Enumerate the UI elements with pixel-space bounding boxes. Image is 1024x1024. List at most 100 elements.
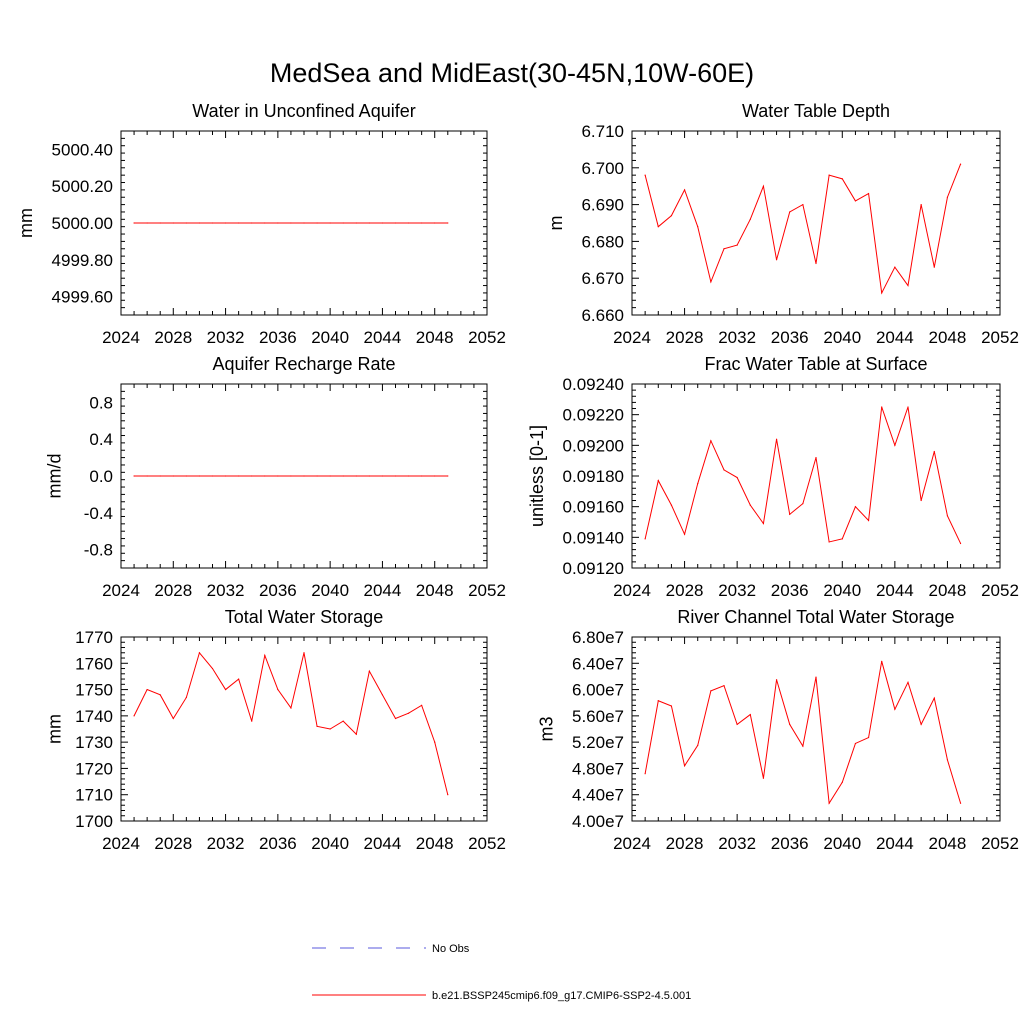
y-tick-label: 0.8: [89, 393, 113, 412]
data-point: [394, 717, 397, 720]
data-point: [789, 513, 791, 515]
data-point: [946, 515, 949, 517]
data-point: [421, 222, 423, 224]
data-point: [657, 226, 659, 228]
x-tick-label: 2028: [154, 328, 192, 347]
x-tick-label: 2032: [718, 328, 756, 347]
data-point: [185, 696, 187, 699]
panel-title: River Channel Total Water Storage: [677, 607, 954, 627]
x-tick-label: 2024: [613, 834, 651, 853]
data-point: [841, 538, 843, 540]
y-tick-label: 6.80e7: [572, 628, 624, 647]
y-tick-label: 6.690: [581, 196, 624, 215]
y-tick-label: 1770: [75, 628, 113, 647]
data-point: [920, 499, 922, 502]
y-tick-label: 5000.00: [52, 214, 113, 233]
y-tick-label: 0.0: [89, 467, 113, 486]
y-axis-label: mm: [45, 714, 65, 744]
x-tick-label: 2024: [102, 581, 140, 600]
x-tick-label: 2048: [929, 328, 967, 347]
data-point: [355, 475, 357, 477]
x-tick-label: 2044: [876, 328, 914, 347]
data-point: [407, 712, 410, 714]
data-point: [670, 215, 673, 217]
y-tick-label: 0.09140: [563, 528, 624, 547]
y-tick-label: 6.670: [581, 269, 624, 288]
x-tick-label: 2052: [981, 581, 1019, 600]
data-point: [775, 259, 778, 261]
panel-title: Aquifer Recharge Rate: [212, 354, 395, 374]
x-tick-label: 2044: [364, 328, 402, 347]
data-point: [710, 281, 712, 283]
data-point: [933, 266, 935, 268]
legend-item-no-obs: No Obs: [312, 943, 470, 955]
data-point: [697, 226, 699, 228]
x-tick-label: 2032: [207, 328, 245, 347]
data-point: [303, 475, 305, 477]
data-point: [775, 438, 778, 440]
data-point: [172, 717, 174, 720]
data-point: [185, 475, 187, 477]
data-point: [657, 480, 659, 482]
x-tick-label: 2048: [416, 581, 454, 600]
data-point: [211, 222, 214, 224]
data-point: [881, 406, 883, 408]
data-point: [946, 196, 949, 198]
data-point: [644, 538, 646, 540]
y-tick-label: 4999.60: [52, 288, 113, 307]
data-point: [198, 475, 201, 477]
panel-title: Water Table Depth: [742, 101, 890, 121]
data-point: [657, 700, 659, 702]
data-point: [723, 469, 725, 471]
data-point: [434, 741, 436, 743]
data-point: [394, 475, 397, 477]
x-tick-label: 2040: [823, 834, 861, 853]
x-tick-label: 2024: [102, 834, 140, 853]
data-point: [802, 745, 804, 747]
data-point: [762, 777, 765, 779]
y-axis-label: mm/d: [45, 454, 65, 499]
x-tick-label: 2048: [416, 328, 454, 347]
y-tick-label: 4.40e7: [572, 786, 624, 805]
data-point: [828, 541, 830, 543]
data-point: [342, 720, 344, 722]
data-point: [710, 440, 712, 442]
data-point: [211, 667, 214, 670]
data-point: [133, 715, 135, 717]
data-point: [434, 475, 436, 477]
panel-title: Frac Water Table at Surface: [704, 354, 927, 374]
data-point: [789, 723, 791, 726]
data-point: [146, 688, 148, 691]
data-point: [224, 475, 227, 477]
x-tick-label: 2028: [154, 834, 192, 853]
data-point: [854, 200, 857, 202]
x-tick-label: 2040: [823, 581, 861, 600]
data-point: [146, 222, 148, 224]
data-point: [316, 475, 318, 477]
data-point: [946, 759, 949, 761]
y-tick-label: 4999.80: [52, 251, 113, 270]
data-point: [290, 707, 292, 709]
y-tick-label: 1760: [75, 654, 113, 673]
y-tick-label: 5.20e7: [572, 733, 624, 752]
y-axis-label: m3: [536, 716, 556, 741]
data-point: [959, 163, 962, 165]
data-point: [670, 504, 673, 506]
data-point: [697, 483, 699, 485]
x-tick-label: 2024: [613, 581, 651, 600]
x-tick-label: 2040: [823, 328, 861, 347]
x-tick-label: 2036: [259, 581, 297, 600]
data-point: [329, 222, 331, 224]
data-point: [854, 742, 857, 745]
data-point: [381, 475, 384, 477]
y-tick-label: 1700: [75, 812, 113, 831]
data-point: [815, 262, 817, 265]
y-tick-label: -0.8: [84, 541, 113, 560]
data-point: [146, 475, 148, 477]
data-point: [867, 519, 870, 522]
data-point: [894, 444, 896, 446]
data-point: [238, 222, 240, 224]
panel-title: Total Water Storage: [225, 607, 383, 627]
x-tick-label: 2024: [613, 328, 651, 347]
